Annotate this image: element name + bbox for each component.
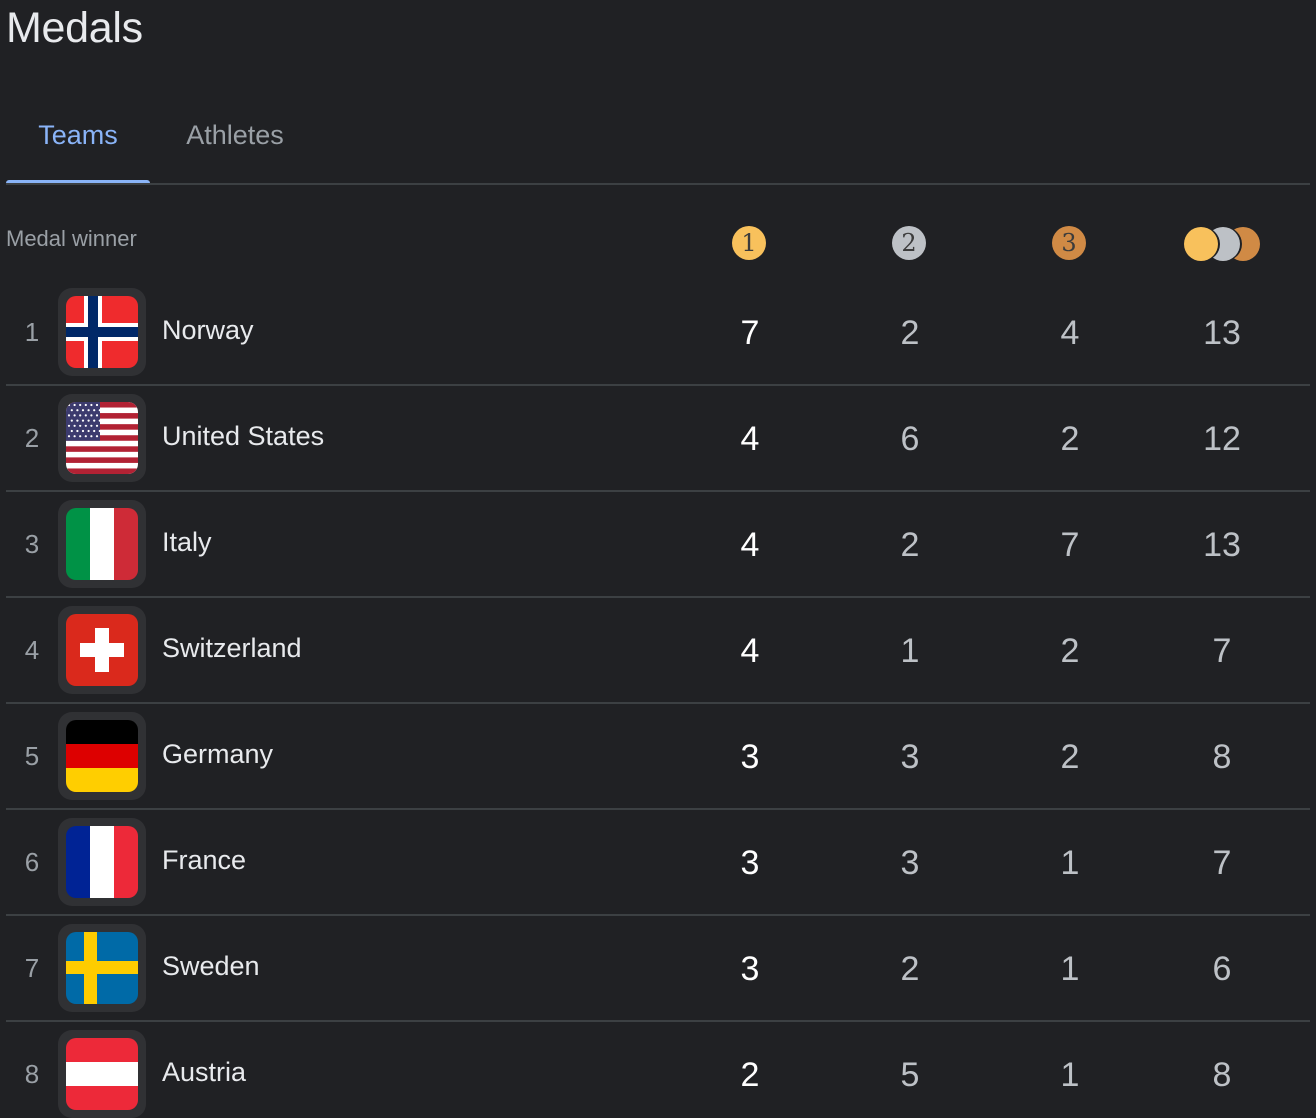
bronze-count: 4 bbox=[1060, 314, 1080, 352]
silver-count: 1 bbox=[900, 632, 920, 670]
table-row[interactable]: 4 Switzerland 4 1 2 7 bbox=[6, 598, 1310, 704]
flag-tile bbox=[58, 924, 146, 1012]
tab-teams[interactable]: Teams bbox=[6, 88, 150, 183]
total-count: 7 bbox=[1212, 844, 1232, 882]
table-row[interactable]: 1 Norway 7 2 4 13 bbox=[6, 280, 1310, 386]
bronze-count: 2 bbox=[1060, 738, 1080, 776]
silver-count: 5 bbox=[900, 1056, 920, 1094]
gold-count: 4 bbox=[740, 420, 760, 458]
total-count: 7 bbox=[1212, 632, 1232, 670]
total-count: 12 bbox=[1203, 420, 1241, 458]
rank-number: 8 bbox=[24, 1059, 40, 1089]
flag-tile bbox=[58, 288, 146, 376]
gold-count: 3 bbox=[740, 844, 760, 882]
silver-count: 2 bbox=[900, 526, 920, 564]
table-row[interactable]: 7 Sweden 3 2 1 6 bbox=[6, 916, 1310, 1022]
austria-flag-icon bbox=[66, 1038, 138, 1110]
bronze-count: 1 bbox=[1060, 950, 1080, 988]
team-name[interactable]: Italy bbox=[162, 527, 212, 557]
page-title: Medals bbox=[6, 4, 143, 52]
team-name[interactable]: Austria bbox=[162, 1057, 247, 1087]
table-row[interactable]: 8 Austria 2 5 1 8 bbox=[6, 1022, 1310, 1118]
team-name[interactable]: Switzerland bbox=[162, 633, 302, 663]
gold-count: 2 bbox=[740, 1056, 760, 1094]
team-name[interactable]: Norway bbox=[162, 315, 254, 345]
silver-count: 3 bbox=[900, 844, 920, 882]
united-states-flag-icon bbox=[66, 402, 138, 474]
table-row[interactable]: 5 Germany 3 3 2 8 bbox=[6, 704, 1310, 810]
bronze-count: 1 bbox=[1060, 844, 1080, 882]
total-count: 13 bbox=[1203, 526, 1241, 564]
silver-count: 2 bbox=[900, 314, 920, 352]
tab-bar: Teams Athletes bbox=[6, 88, 1310, 185]
bronze-count: 7 bbox=[1060, 526, 1080, 564]
bronze-count: 2 bbox=[1060, 420, 1080, 458]
gold-count: 3 bbox=[740, 738, 760, 776]
italy-flag-icon bbox=[66, 508, 138, 580]
gold-count: 4 bbox=[740, 632, 760, 670]
rank-number: 4 bbox=[24, 635, 40, 665]
medal-winner-header: Medal winner bbox=[6, 226, 137, 251]
total-medals-icon bbox=[1182, 226, 1262, 262]
tab-athletes[interactable]: Athletes bbox=[186, 120, 284, 150]
bronze-medal-icon: 3 bbox=[1052, 226, 1088, 262]
rank-number: 2 bbox=[24, 423, 40, 453]
gold-medal-icon: 1 bbox=[732, 226, 768, 262]
flag-tile bbox=[58, 712, 146, 800]
silver-count: 3 bbox=[900, 738, 920, 776]
silver-medal-icon: 2 bbox=[892, 226, 928, 262]
silver-count: 2 bbox=[900, 950, 920, 988]
flag-tile bbox=[58, 1030, 146, 1118]
team-name[interactable]: Germany bbox=[162, 739, 274, 769]
team-name[interactable]: Sweden bbox=[162, 951, 260, 981]
total-count: 13 bbox=[1203, 314, 1241, 352]
rank-number: 6 bbox=[24, 847, 40, 877]
gold-count: 7 bbox=[740, 314, 760, 352]
rank-number: 1 bbox=[24, 317, 40, 347]
flag-tile bbox=[58, 500, 146, 588]
france-flag-icon bbox=[66, 826, 138, 898]
table-row[interactable]: 6 France 3 3 1 7 bbox=[6, 810, 1310, 916]
bronze-count: 1 bbox=[1060, 1056, 1080, 1094]
flag-tile bbox=[58, 818, 146, 906]
rank-number: 5 bbox=[24, 741, 40, 771]
medal-table: 1 Norway 7 2 4 13 2 United States 4 6 2 12 3 Italy 4 2 7… bbox=[6, 280, 1310, 1118]
silver-count: 6 bbox=[900, 420, 920, 458]
flag-tile bbox=[58, 606, 146, 694]
flag-tile bbox=[58, 394, 146, 482]
sweden-flag-icon bbox=[66, 932, 138, 1004]
gold-count: 4 bbox=[740, 526, 760, 564]
rank-number: 7 bbox=[24, 953, 40, 983]
switzerland-flag-icon bbox=[66, 614, 138, 686]
total-count: 8 bbox=[1212, 1056, 1232, 1094]
total-count: 8 bbox=[1212, 738, 1232, 776]
rank-number: 3 bbox=[24, 529, 40, 559]
norway-flag-icon bbox=[66, 296, 138, 368]
bronze-count: 2 bbox=[1060, 632, 1080, 670]
team-name[interactable]: United States bbox=[162, 421, 325, 451]
total-count: 6 bbox=[1212, 950, 1232, 988]
germany-flag-icon bbox=[66, 720, 138, 792]
team-name[interactable]: France bbox=[162, 845, 247, 875]
table-row[interactable]: 2 United States 4 6 2 12 bbox=[6, 386, 1310, 492]
table-row[interactable]: 3 Italy 4 2 7 13 bbox=[6, 492, 1310, 598]
gold-count: 3 bbox=[740, 950, 760, 988]
